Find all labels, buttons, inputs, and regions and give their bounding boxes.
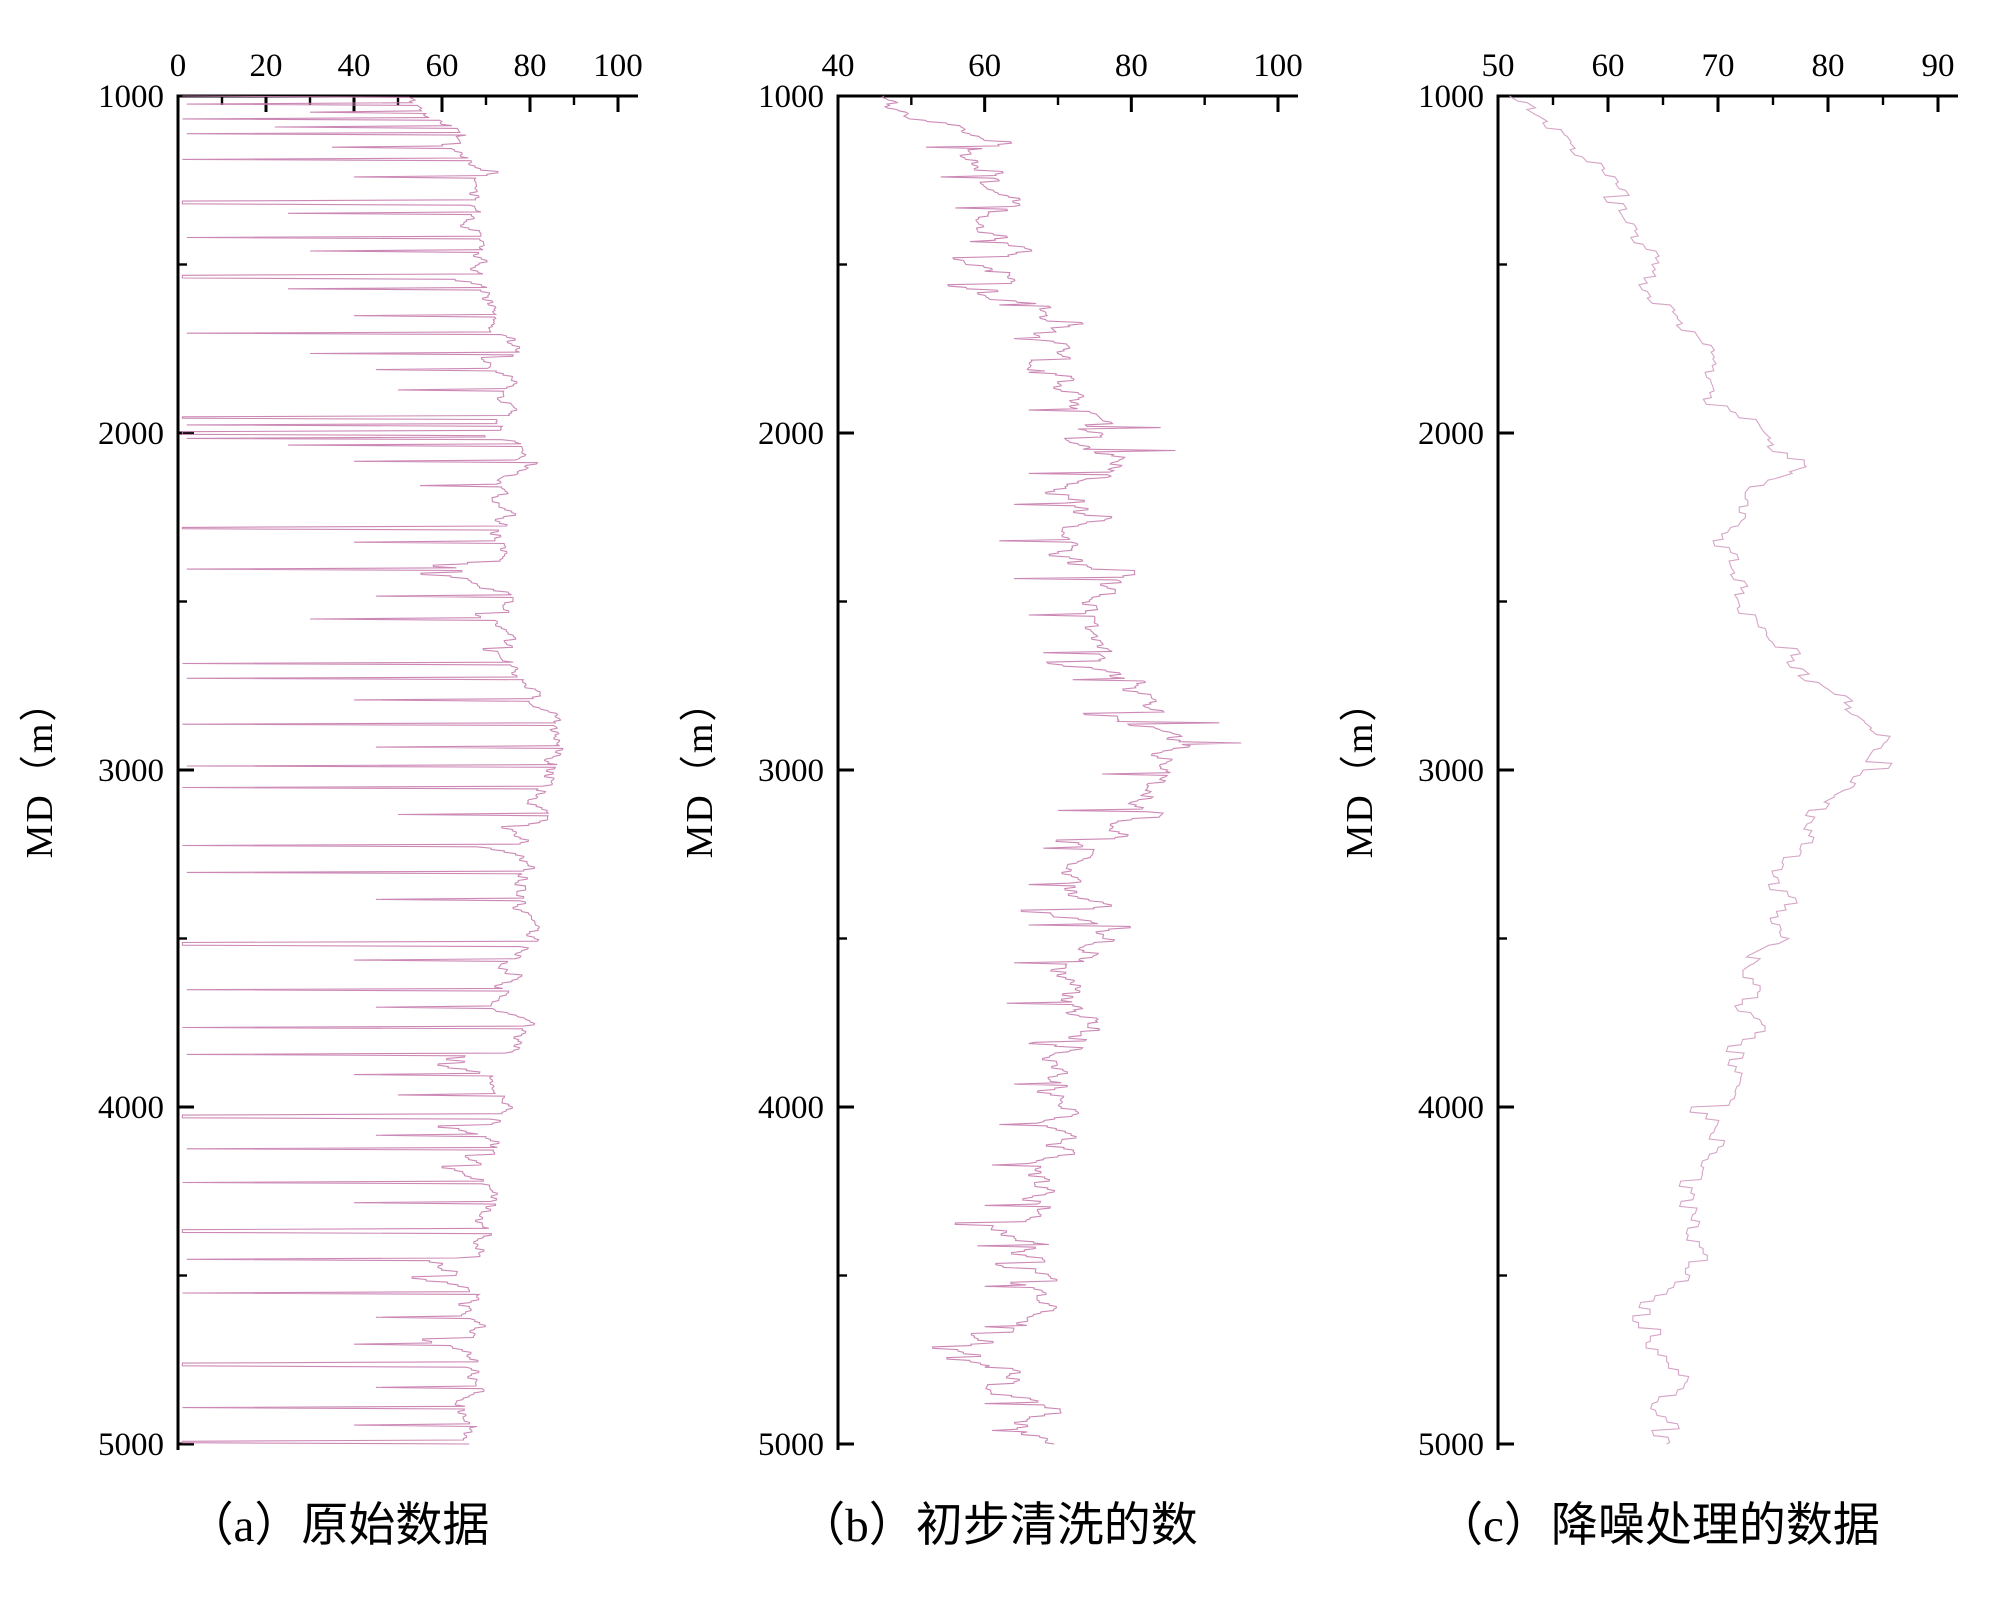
svg-text:4000: 4000 xyxy=(98,1090,164,1126)
svg-text:4000: 4000 xyxy=(1418,1090,1484,1126)
svg-text:5000: 5000 xyxy=(758,1427,824,1463)
svg-text:4000: 4000 xyxy=(758,1090,824,1126)
chart-a-original-data: 0 20 40 60 80 100 1000 2000 3000 4000 5000 MD（m） xyxy=(19,48,643,1463)
caption-c: （c）降噪处理的数据 xyxy=(1436,1500,1880,1552)
svg-text:1000: 1000 xyxy=(98,79,164,115)
svg-text:80: 80 xyxy=(514,48,547,84)
svg-text:1000: 1000 xyxy=(1418,79,1484,115)
svg-text:100: 100 xyxy=(1253,48,1303,84)
svg-text:70: 70 xyxy=(1702,48,1735,84)
svg-text:80: 80 xyxy=(1812,48,1845,84)
svg-text:60: 60 xyxy=(968,48,1001,84)
svg-text:MD（m）: MD（m） xyxy=(19,682,61,859)
svg-text:1000: 1000 xyxy=(758,79,824,115)
svg-text:2000: 2000 xyxy=(98,416,164,452)
svg-text:2000: 2000 xyxy=(758,416,824,452)
svg-text:40: 40 xyxy=(822,48,855,84)
svg-text:2000: 2000 xyxy=(1418,416,1484,452)
svg-text:3000: 3000 xyxy=(758,753,824,789)
panel-b: 40 60 80 100 1000 2000 3000 4000 5000 MD（m） （b）初步… xyxy=(668,4,1328,1555)
svg-text:0: 0 xyxy=(170,48,187,84)
svg-text:20: 20 xyxy=(250,48,283,84)
svg-text:60: 60 xyxy=(1592,48,1625,84)
well-log-figure: 0 20 40 60 80 100 1000 2000 3000 4000 5000 MD（m） （a… xyxy=(8,4,1988,1555)
svg-text:90: 90 xyxy=(1922,48,1955,84)
caption-b: （b）初步清洗的数 xyxy=(798,1500,1198,1552)
panel-a: 0 20 40 60 80 100 1000 2000 3000 4000 5000 MD（m） （a… xyxy=(8,4,668,1555)
svg-text:5000: 5000 xyxy=(1418,1427,1484,1463)
svg-text:3000: 3000 xyxy=(98,753,164,789)
chart-b-cleaned-data: 40 60 80 100 1000 2000 3000 4000 5000 MD（m） xyxy=(679,48,1303,1463)
svg-text:60: 60 xyxy=(426,48,459,84)
svg-text:40: 40 xyxy=(338,48,371,84)
svg-text:100: 100 xyxy=(593,48,643,84)
svg-text:80: 80 xyxy=(1115,48,1148,84)
svg-text:3000: 3000 xyxy=(1418,753,1484,789)
svg-text:MD（m）: MD（m） xyxy=(679,682,721,859)
svg-text:MD（m）: MD（m） xyxy=(1339,682,1381,859)
svg-text:50: 50 xyxy=(1482,48,1515,84)
svg-text:5000: 5000 xyxy=(98,1427,164,1463)
panel-c: 50 60 70 80 90 1000 2000 3000 4000 5000 MD（m） （c）降… xyxy=(1328,4,1988,1555)
caption-a: （a）原始数据 xyxy=(186,1500,490,1552)
chart-c-denoised-data: 50 60 70 80 90 1000 2000 3000 4000 5000 MD（m） xyxy=(1339,48,1958,1463)
